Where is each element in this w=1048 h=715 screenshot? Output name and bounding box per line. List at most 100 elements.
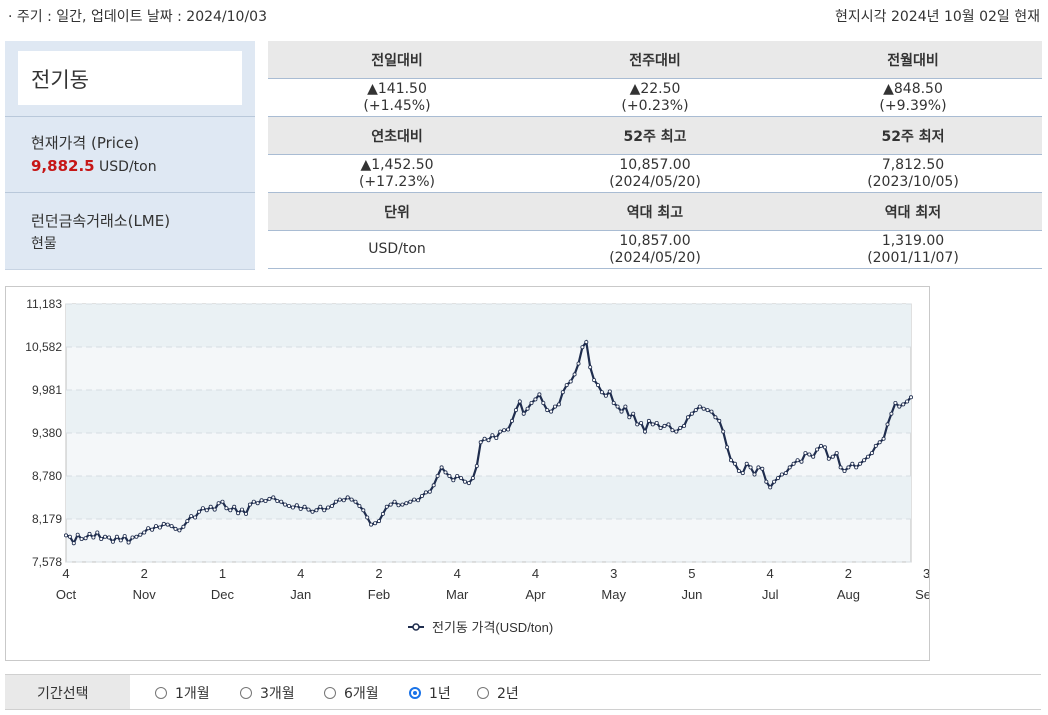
data-point [611,401,616,406]
data-point [521,411,526,416]
data-point [740,471,745,476]
x-tick-day: 4 [532,566,539,581]
data-point [412,497,417,502]
data-point [279,499,284,504]
data-point [71,541,76,546]
data-point [701,406,706,411]
data-point [322,508,327,513]
radio-icon[interactable] [155,687,167,699]
data-point [584,340,589,345]
data-point [146,526,151,531]
data-point [181,524,186,529]
data-point [107,535,112,540]
data-point [858,461,863,466]
data-point [893,401,898,406]
data-point [603,393,608,398]
data-point [462,479,467,484]
data-point [709,409,714,414]
data-point [889,411,894,416]
data-point [733,461,738,466]
data-point [533,397,538,402]
data-point [744,461,749,466]
x-tick-day: 4 [767,566,774,581]
data-point [243,511,248,516]
data-point [142,530,147,535]
header-prev-day: 전일대비 [268,41,526,79]
data-point [224,506,229,511]
radio-icon[interactable] [240,687,252,699]
data-point [212,507,217,512]
data-point [615,404,620,409]
radio-icon[interactable] [477,687,489,699]
data-point [826,456,831,461]
data-point [95,530,100,535]
period-option-2y[interactable]: 2년 [477,683,519,703]
x-tick-day: 4 [454,566,461,581]
x-tick-month: Sep [915,587,929,602]
data-point [247,502,252,507]
table-row: ▲1,452.50 (+17.23%) 10,857.00 (2024/05/20)… [268,154,1042,193]
data-point [255,501,260,506]
data-point [87,531,92,536]
price-label: 현재가격 (Price) [31,134,140,152]
data-point [126,540,131,545]
cell-prev-day: ▲141.50 (+1.45%) [268,78,526,117]
data-point [376,519,381,524]
data-point [79,536,84,541]
data-point [185,519,190,524]
data-point [345,495,350,500]
data-point [150,527,155,532]
data-point [650,422,655,427]
data-point [204,508,209,513]
plot-band [66,304,911,348]
period-option-3m[interactable]: 3개월 [240,683,295,703]
table-header-row: 단위 역대 최고 역대 최저 [268,192,1042,231]
data-point [310,509,315,514]
data-point [768,485,773,490]
data-point [196,509,201,514]
data-point [165,522,170,527]
data-point [689,411,694,416]
data-point [815,447,820,452]
data-point [502,428,507,433]
data-point [130,535,135,540]
data-point [173,526,178,531]
data-point [834,451,839,456]
data-point [134,534,139,539]
data-point [713,415,718,420]
x-tick-month: Nov [133,587,157,602]
data-point [760,466,765,471]
data-point [513,408,518,413]
table-header-row: 연초대비 52주 최고 52주 최저 [268,116,1042,155]
data-point [627,415,632,420]
data-point [153,524,158,529]
x-tick-day: 2 [375,566,382,581]
radio-checked-icon[interactable] [409,687,421,699]
data-point [99,536,104,541]
legend-marker [412,623,420,631]
y-tick-label: 9,380 [32,426,62,440]
period-option-6m[interactable]: 6개월 [324,683,379,703]
period-option-1m[interactable]: 1개월 [155,683,210,703]
data-point [329,503,334,508]
table-row: USD/ton 10,857.00 (2024/05/20) 1,319.00 (2… [268,230,1042,269]
data-point [83,536,88,541]
data-point [619,409,624,414]
chart-svg: 7,578 8,179 8,780 9,380 9,981 10,582 11,183 4 Oc… [25,297,929,635]
data-point [326,505,331,510]
data-point [216,501,221,506]
radio-icon[interactable] [324,687,336,699]
data-point [905,399,910,404]
data-point [443,470,448,475]
data-point [177,528,182,533]
y-tick-label: 8,179 [32,512,62,526]
data-point [423,490,428,495]
period-selector: 기간선택 1개월 3개월 6개월 1년 2년 [5,674,1041,710]
data-point [103,534,108,539]
data-point [114,534,119,539]
exchange-section: 런던금속거래소(LME) 현물 [5,192,255,270]
period-option-1y[interactable]: 1년 [409,683,451,703]
data-point [427,489,432,494]
header-all-time-low: 역대 최저 [784,192,1042,231]
x-tick-month: Jul [762,587,779,602]
